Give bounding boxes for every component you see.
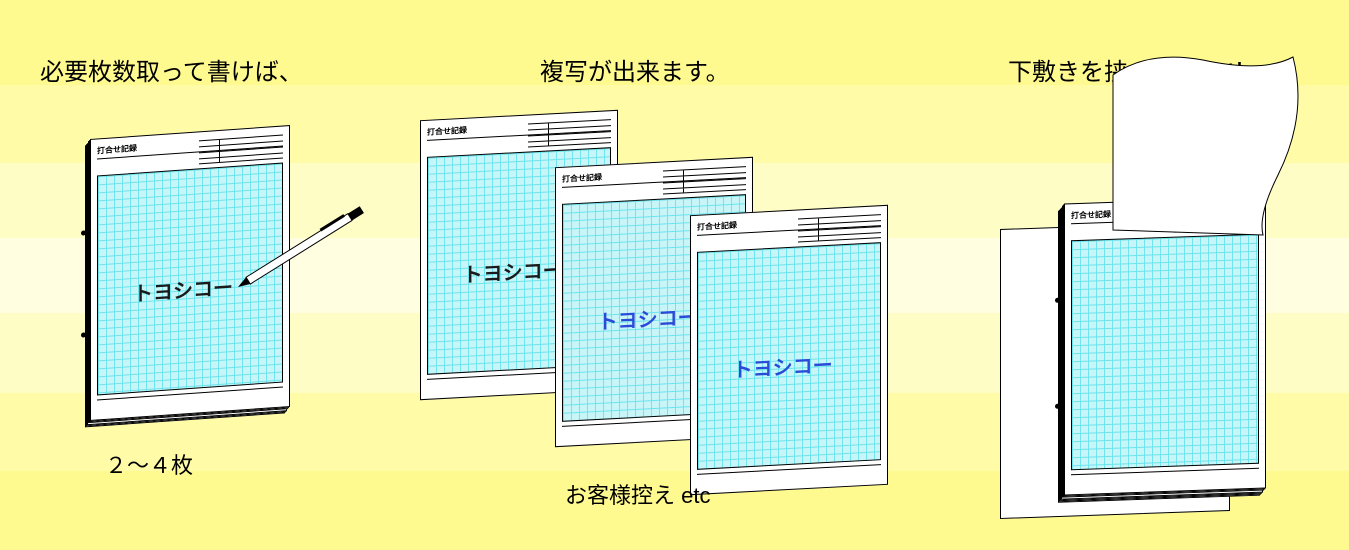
sheet-header-fields (663, 166, 746, 194)
handwritten-text: トヨシコー (598, 301, 698, 335)
handwritten-text: トヨシコー (733, 349, 833, 383)
sheet-header-fields (199, 134, 283, 164)
caption-left: ２～４枚 (105, 448, 193, 480)
flipped-page (1108, 55, 1308, 240)
sheet-grid-area (1071, 234, 1259, 471)
sheet-header-fields (528, 119, 611, 147)
heading-left: 必要枚数取って書けば、 (40, 52, 303, 87)
heading-mid: 複写が出来ます。 (540, 52, 730, 87)
form-sheet: 打合せ記録トヨシコー (690, 205, 888, 495)
caption-mid: お客様控え etc (565, 478, 710, 510)
binding-hole (81, 332, 86, 337)
binding-hole (1055, 403, 1060, 408)
sheet-header-fields (798, 214, 881, 242)
handwritten-text: トヨシコー (463, 254, 563, 288)
form-sheet: 打合せ記録 (1064, 196, 1266, 495)
